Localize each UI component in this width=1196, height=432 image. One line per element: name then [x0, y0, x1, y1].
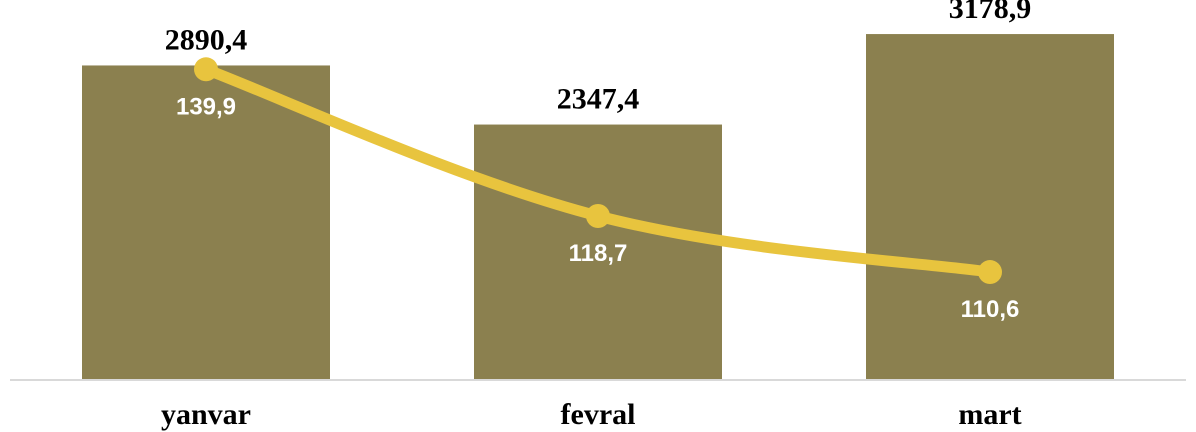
- category-labels: yanvar fevral mart: [161, 398, 1022, 431]
- line-point-mart: [978, 260, 1002, 285]
- bar-series: [82, 34, 1114, 381]
- line-label-yanvar: 139,9: [176, 93, 236, 120]
- category-label-fevral: fevral: [561, 398, 636, 431]
- line-point-fevral: [586, 203, 610, 228]
- line-label-fevral: 118,7: [569, 240, 628, 267]
- category-label-yanvar: yanvar: [161, 398, 251, 431]
- line-data-labels: 139,9 118,7 110,6: [176, 93, 1019, 323]
- line-series: [194, 57, 1002, 285]
- bar-data-labels: 2890,4 2347,4 3178,9: [165, 0, 1032, 116]
- bar-fevral: [474, 124, 722, 381]
- line-point-yanvar: [194, 57, 218, 82]
- bar-label-mart: 3178,9: [949, 0, 1032, 25]
- bar-label-yanvar: 2890,4: [165, 23, 248, 56]
- bar-label-fevral: 2347,4: [557, 83, 640, 116]
- bar-yanvar: [82, 65, 330, 380]
- category-label-mart: mart: [958, 398, 1021, 431]
- bar-mart: [866, 34, 1114, 380]
- line-label-mart: 110,6: [961, 296, 1020, 323]
